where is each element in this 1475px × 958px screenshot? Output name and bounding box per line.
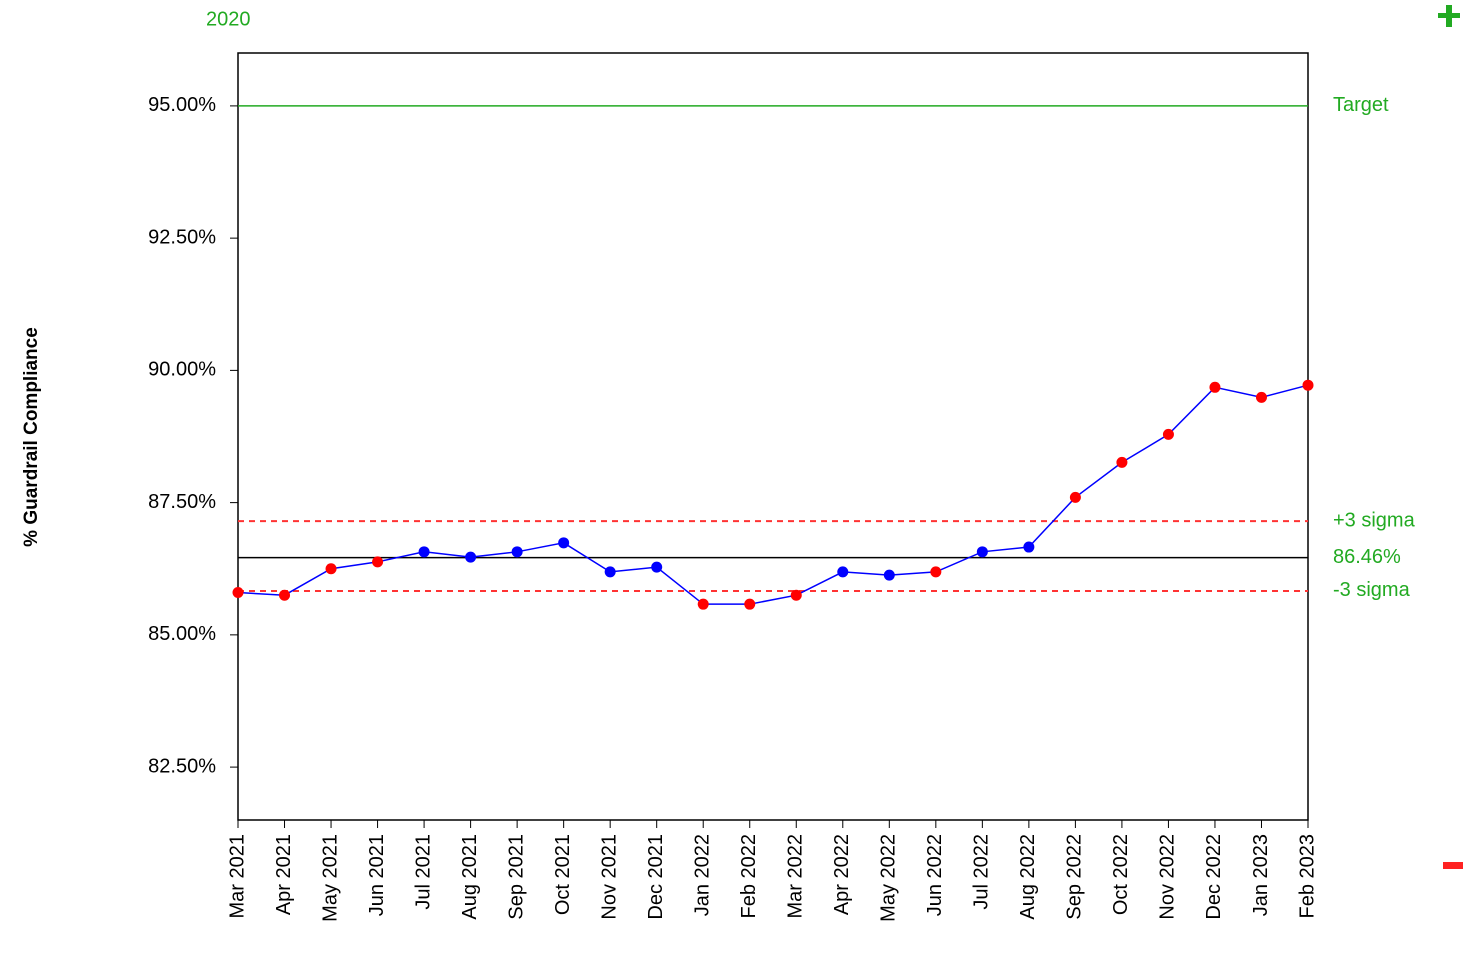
- x-tick-label: Aug 2022: [1017, 834, 1039, 920]
- mean-line-label: 86.46%: [1333, 546, 1401, 568]
- x-tick-label: Apr 2021: [273, 834, 295, 915]
- x-tick-label: Feb 2022: [738, 834, 760, 919]
- minus-icon: [1443, 862, 1463, 869]
- data-point: [604, 566, 616, 578]
- x-tick-label: Aug 2021: [459, 834, 481, 920]
- x-tick-label: Nov 2022: [1157, 834, 1179, 920]
- data-point: [372, 556, 384, 568]
- y-tick-label: 95.00%: [148, 94, 216, 116]
- x-tick-label: Nov 2021: [598, 834, 620, 920]
- x-tick-label: Dec 2022: [1203, 834, 1225, 920]
- data-point: [930, 566, 942, 578]
- target-line-label: Target: [1333, 94, 1389, 116]
- data-point: [1302, 379, 1314, 391]
- data-point: [744, 598, 756, 610]
- data-point: [1209, 381, 1221, 393]
- x-tick-label: Oct 2022: [1110, 834, 1132, 915]
- lower-limit-line-label: -3 sigma: [1333, 579, 1411, 601]
- data-point: [279, 589, 291, 601]
- series-line: [237, 384, 1309, 605]
- subtitle: 2020: [206, 8, 251, 30]
- data-point: [558, 537, 570, 549]
- x-tick-label: Oct 2021: [552, 834, 574, 915]
- data-point: [325, 563, 337, 575]
- plus-icon: [1438, 5, 1460, 27]
- data-point: [1069, 491, 1081, 503]
- data-point: [511, 546, 523, 558]
- data-point: [418, 546, 430, 558]
- y-tick-label: 90.00%: [148, 359, 216, 381]
- data-point: [837, 566, 849, 578]
- y-tick-label: 92.50%: [148, 226, 216, 248]
- y-tick-label: 87.50%: [148, 491, 216, 513]
- data-point: [1116, 456, 1128, 468]
- x-tick-label: Jan 2023: [1250, 834, 1272, 916]
- data-point: [976, 546, 988, 558]
- x-tick-label: Jun 2022: [924, 834, 946, 916]
- x-tick-label: Jul 2022: [971, 834, 993, 910]
- x-tick-label: Apr 2022: [831, 834, 853, 915]
- data-point: [651, 561, 663, 573]
- data-point: [1162, 428, 1174, 440]
- x-tick-label: Jun 2021: [366, 834, 388, 916]
- upper-limit-line-label: +3 sigma: [1333, 509, 1416, 531]
- x-tick-label: Jul 2021: [412, 834, 434, 910]
- data-point: [232, 587, 244, 599]
- x-tick-label: Mar 2022: [785, 834, 807, 919]
- data-point: [1023, 541, 1035, 553]
- y-tick-label: 82.50%: [148, 755, 216, 777]
- data-point: [883, 569, 895, 581]
- plot-area: [237, 52, 1309, 821]
- y-tick-label: 85.00%: [148, 623, 216, 645]
- y-axis-title: % Guardrail Compliance: [21, 327, 42, 547]
- x-tick-label: Feb 2023: [1296, 834, 1318, 919]
- x-tick-label: Sep 2022: [1064, 834, 1086, 920]
- data-point: [465, 551, 477, 563]
- data-point: [790, 589, 802, 601]
- x-tick-label: Sep 2021: [505, 834, 527, 920]
- data-point: [697, 598, 709, 610]
- x-tick-label: Dec 2021: [645, 834, 667, 920]
- data-point: [1255, 391, 1267, 403]
- x-tick-label: May 2022: [878, 834, 900, 922]
- x-tick-label: May 2021: [319, 834, 341, 922]
- x-tick-label: Jan 2022: [691, 834, 713, 916]
- x-tick-label: Mar 2021: [226, 834, 248, 919]
